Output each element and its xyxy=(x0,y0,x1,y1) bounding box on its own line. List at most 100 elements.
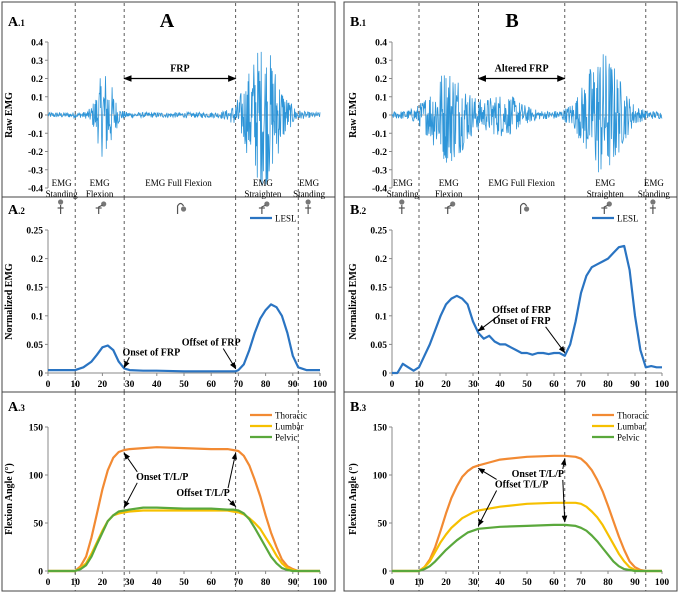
x-tick-label: 100 xyxy=(655,380,670,390)
x-tick-label: 30 xyxy=(468,380,478,390)
panel-label-index: .3 xyxy=(18,403,25,413)
y-tick-label: 0.2 xyxy=(31,255,43,265)
x-tick-label: 20 xyxy=(441,380,451,390)
x-tick-label: 60 xyxy=(206,578,216,588)
y-tick-label: 100 xyxy=(373,472,388,482)
y-tick-label: -0.1 xyxy=(372,130,387,140)
panel-label-index: .1 xyxy=(359,18,366,28)
x-tick-label: 50 xyxy=(522,380,532,390)
series-line-pelvic xyxy=(392,523,662,573)
x-tick-label: 70 xyxy=(576,380,586,390)
phase-label: EMG xyxy=(439,178,460,188)
x-tick-label: 70 xyxy=(234,380,244,390)
panel-label: A.2 xyxy=(8,203,25,218)
x-tick-label: 100 xyxy=(655,578,670,588)
phase-label-sub: Flexion xyxy=(86,189,114,199)
y-tick-label: 0.1 xyxy=(31,312,43,322)
x-tick-label: 0 xyxy=(390,578,395,588)
annotation-label: Offset of FRP xyxy=(492,305,551,316)
x-tick-label: 50 xyxy=(522,578,532,588)
annotation-label: Offset T/L/P xyxy=(176,488,229,499)
head-icon xyxy=(180,206,187,212)
head-icon xyxy=(524,206,530,212)
panel-label: A.3 xyxy=(8,400,25,415)
body-icon xyxy=(98,204,103,214)
y-tick-label: 0.25 xyxy=(26,227,43,237)
x-tick-label: 100 xyxy=(313,578,328,588)
y-tick-label: 0.1 xyxy=(375,312,387,322)
x-tick-label: 60 xyxy=(206,380,216,390)
y-tick-label: 0.3 xyxy=(375,57,387,67)
phase-label: EMG xyxy=(90,178,111,188)
head-icon xyxy=(650,199,656,205)
legend-label: Lumbar xyxy=(617,422,646,432)
y-tick-label: 0.05 xyxy=(370,341,387,351)
annotation-label: Onset T/L/P xyxy=(512,469,564,480)
x-tick-label: 100 xyxy=(313,380,328,390)
y-tick-label: 0 xyxy=(382,112,387,122)
panel-label-letter: A xyxy=(8,400,19,415)
x-tick-label: 80 xyxy=(261,578,271,588)
posture-icon-bend xyxy=(258,201,270,214)
phase-label: EMG Full Flexion xyxy=(488,178,555,188)
phase-label-sub: Standing xyxy=(46,189,79,199)
x-tick-label: 40 xyxy=(152,578,162,588)
y-axis-label: Normalized EMG xyxy=(348,263,359,340)
body-icon xyxy=(603,204,609,214)
phase-label: EMG xyxy=(52,178,73,188)
y-tick-label: -0.3 xyxy=(372,166,387,176)
phase-label: EMG xyxy=(644,178,665,188)
y-axis-label: Flexion Angle (°) xyxy=(4,463,15,535)
y-tick-label: 100 xyxy=(29,472,44,482)
phase-label-sub: Flexion xyxy=(435,189,463,199)
panel-label-letter: A xyxy=(8,203,19,218)
panel-label: B.3 xyxy=(350,400,367,415)
x-tick-label: 0 xyxy=(390,380,395,390)
annotation-arrow xyxy=(477,467,497,480)
x-tick-label: 40 xyxy=(152,380,162,390)
panel-label-index: .2 xyxy=(18,206,25,216)
panel-label-letter: B xyxy=(350,203,359,218)
legend-label: LESL xyxy=(275,214,297,224)
x-tick-label: 80 xyxy=(603,380,613,390)
annotation-arrow xyxy=(123,357,130,369)
series-line-thoracic xyxy=(48,446,320,573)
legend-label: LESL xyxy=(617,214,639,224)
annotation-arrow xyxy=(227,452,238,489)
column-big-label: A xyxy=(160,10,175,32)
x-tick-label: 90 xyxy=(630,380,640,390)
panel-label: B.1 xyxy=(350,15,367,30)
y-tick-label: -0.3 xyxy=(28,166,43,176)
series-line-pelvic xyxy=(48,506,320,573)
x-tick-label: 90 xyxy=(288,578,298,588)
x-tick-label: 50 xyxy=(179,578,189,588)
x-tick-label: 10 xyxy=(414,578,424,588)
panel-frame xyxy=(1,1,336,592)
y-tick-label: 0.1 xyxy=(375,93,387,103)
annotation-arrow xyxy=(123,452,138,473)
posture-icon-bend xyxy=(601,201,612,214)
panel-label-index: .3 xyxy=(359,403,366,413)
legend-label: Thoracic xyxy=(275,411,307,421)
legend-label: Pelvic xyxy=(617,433,640,443)
x-tick-label: 30 xyxy=(468,578,478,588)
x-tick-label: 70 xyxy=(234,578,244,588)
x-tick-label: 10 xyxy=(70,578,80,588)
posture-icon-stand xyxy=(398,199,405,214)
x-tick-label: 0 xyxy=(46,578,51,588)
phase-label-sub: Straighten xyxy=(587,189,624,199)
annotation-label: Onset of FRP xyxy=(122,347,180,358)
annotation-label: Onset of FRP xyxy=(493,316,551,327)
y-tick-label: 0.4 xyxy=(375,39,387,49)
body-icon xyxy=(447,204,452,214)
y-tick-label: 0.05 xyxy=(26,341,43,351)
phase-label: EMG xyxy=(595,178,616,188)
x-tick-label: 80 xyxy=(261,380,271,390)
panel-label: B.2 xyxy=(350,203,367,218)
y-tick-label: 0 xyxy=(38,112,43,122)
legend-label: Lumbar xyxy=(275,422,304,432)
phase-label: EMG xyxy=(393,178,414,188)
